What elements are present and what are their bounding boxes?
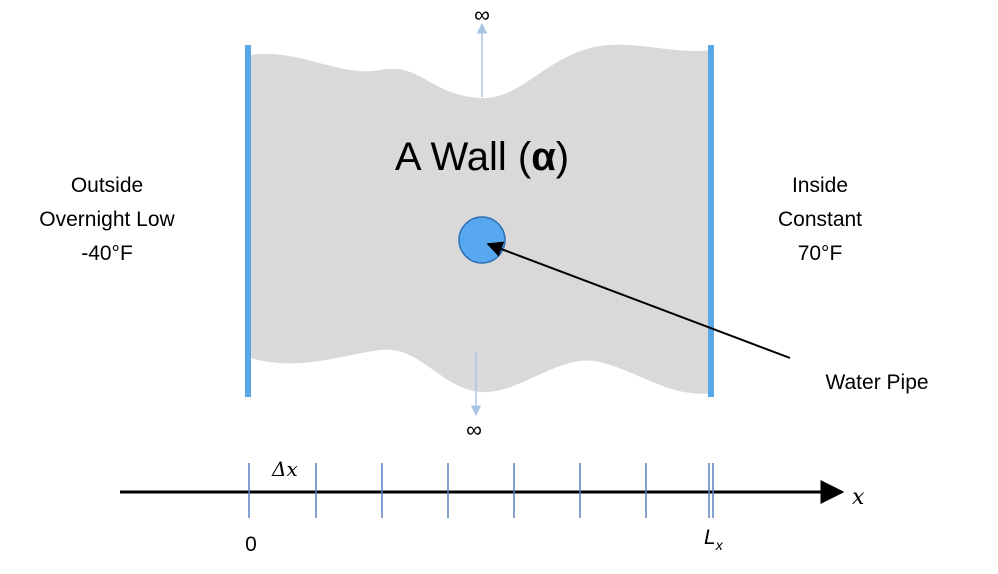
- outside-label: Outside Overnight Low -40°F: [39, 174, 175, 265]
- wall-title-symbol: α: [531, 135, 556, 179]
- outside-line-1: Outside: [71, 174, 143, 197]
- length-label: Lx: [704, 526, 724, 553]
- length-label-sub: x: [715, 537, 724, 553]
- inside-line-2: Constant: [778, 208, 862, 231]
- grid-ticks: [248, 463, 714, 518]
- water-pipe: [458, 216, 506, 264]
- top-infinity-symbol: ∞: [474, 2, 490, 27]
- wall-title-prefix: A Wall (: [395, 135, 532, 179]
- step-label: Δx: [271, 457, 298, 481]
- outside-line-3: -40°F: [81, 242, 133, 265]
- inside-label: Inside Constant 70°F: [778, 174, 862, 265]
- outside-line-2: Overnight Low: [39, 208, 175, 231]
- length-label-main: L: [704, 526, 716, 549]
- water-pipe-pointer: [486, 241, 791, 359]
- inside-line-1: Inside: [792, 174, 848, 197]
- right-boundary: [708, 45, 714, 397]
- axis-variable-label: x: [852, 485, 865, 510]
- bottom-infinity-symbol: ∞: [466, 417, 482, 442]
- left-boundary: [245, 45, 251, 397]
- wall-title: A Wall (α): [395, 135, 569, 179]
- water-pipe-label: Water Pipe: [825, 371, 928, 394]
- origin-label: 0: [245, 533, 257, 556]
- wall-title-suffix: ): [556, 135, 569, 179]
- inside-line-3: 70°F: [798, 242, 843, 265]
